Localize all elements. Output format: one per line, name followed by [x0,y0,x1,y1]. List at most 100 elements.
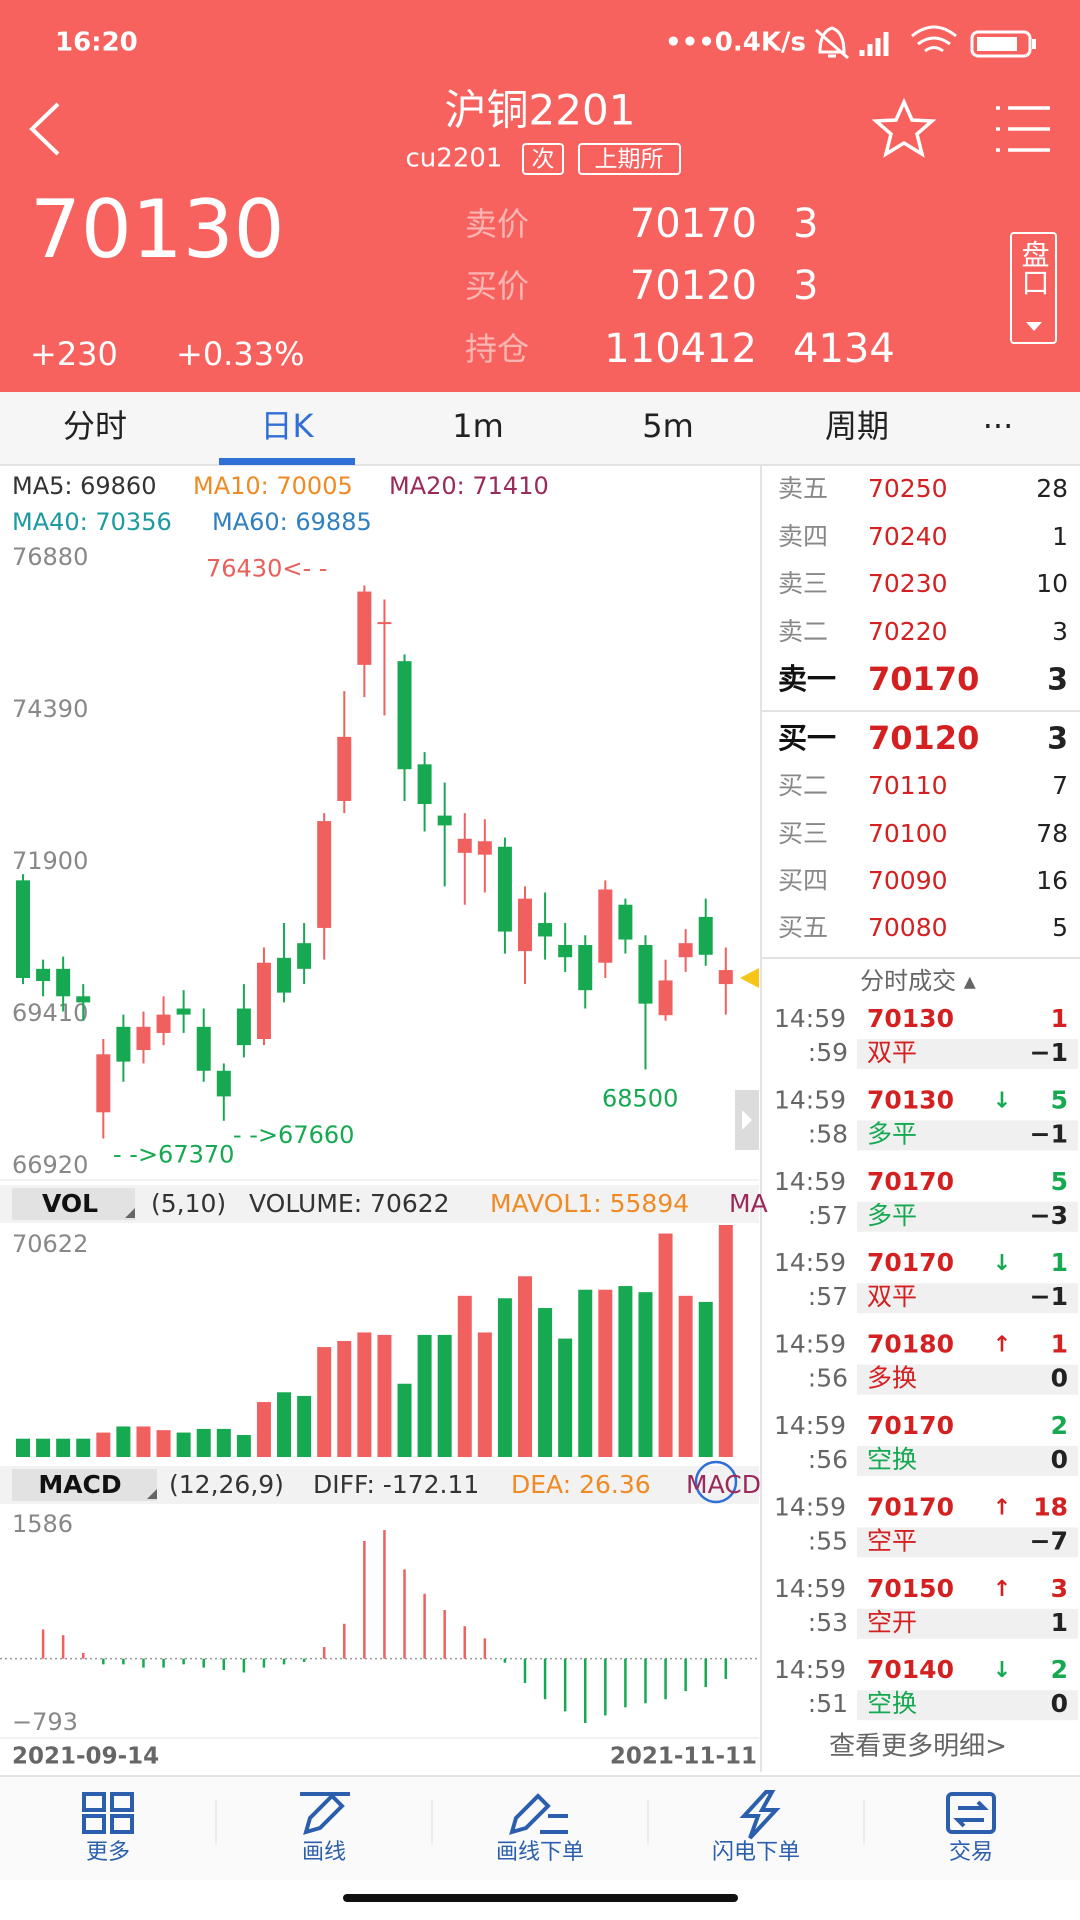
volume-bar [236,1435,251,1457]
trade-second: :55 [808,1526,848,1555]
trade-price: 70170 [867,1248,954,1277]
volume-bar [357,1332,372,1457]
quote-label: 卖价 [465,205,529,243]
candle-body [116,1026,131,1062]
indicator-switch[interactable] [694,1460,738,1504]
tab[interactable]: ··· [983,407,1014,445]
volume-bar [277,1392,292,1457]
volume-bar [477,1332,492,1457]
tag-box [522,143,564,175]
candle-body [698,916,713,955]
volume-bar [558,1338,573,1457]
trade-kind: 双平 [867,1282,917,1311]
volume-bar [136,1426,151,1457]
candle-body [558,945,573,958]
book-label: 买五 [778,913,828,942]
x-tick-label: 2021-09-14 [12,1744,159,1770]
instrument-code: cu2201 [406,144,503,174]
y-tick-label: 76880 [12,543,88,571]
trade-kind: 多平 [867,1119,917,1148]
network-speed: •••0.4K/s [665,28,806,58]
volume-bar [56,1438,71,1457]
book-qty: 1 [1052,522,1068,551]
more-link[interactable]: 查看更多明细> [829,1732,1007,1762]
quote-qty: 3 [793,201,818,247]
indicator-label: VOLUME: 70622 [249,1189,450,1218]
nav-label[interactable]: 画线 [302,1840,346,1865]
trade-qty: 2 [1051,1655,1068,1684]
trade-band [857,1446,1078,1476]
tab[interactable]: 日K [261,407,315,445]
volume-bar [578,1289,593,1457]
trade-band [857,1608,1078,1639]
indicator-label: DIFF: -172.11 [313,1470,479,1499]
book-qty: 7 [1052,771,1068,800]
nav-separators [215,1800,865,1845]
trade-second: :56 [808,1364,848,1393]
candle-body [196,1026,211,1071]
indicator-tab[interactable] [12,1188,135,1220]
battery-level [977,37,1017,51]
trade-arrow: ↓ [993,1658,1011,1683]
candle-body [497,846,512,932]
back-button[interactable] [29,102,60,156]
candle-body [156,1014,171,1033]
indicator-params: (12,26,9) [169,1470,284,1499]
trade-change: −3 [1030,1201,1068,1230]
nav-label[interactable]: 闪电下单 [712,1840,800,1865]
indicator-label: MA5: 69860 [12,472,156,500]
tab[interactable]: 1m [452,407,504,445]
quote-price: 110412 [604,326,757,372]
annotation: 76430<- - [206,554,327,582]
volume-bar [156,1430,171,1457]
y-tick-label: 74390 [12,695,88,723]
quote-qty: 3 [793,263,818,309]
volume-bar [678,1295,693,1457]
y-tick-label: 1586 [12,1510,73,1538]
book-qty: 16 [1036,866,1068,895]
book-price: 70090 [868,866,948,895]
trade-second: :57 [808,1282,848,1311]
candle-body [36,968,51,982]
trade-time: 14:59 [774,1411,846,1440]
y-tick-label: 69410 [12,999,88,1027]
indicator-label: MA40: 70356 [12,508,172,536]
tab[interactable]: 5m [642,407,694,445]
tab[interactable]: 周期 [825,407,889,445]
volume-bar [437,1334,452,1457]
nav-label[interactable]: 更多 [86,1840,130,1865]
instrument-tag: 上期所 [595,147,664,173]
tab-corner [147,1489,157,1499]
trade-second: :57 [808,1201,848,1230]
side-button[interactable] [1010,232,1057,344]
favorite-button[interactable] [871,97,937,158]
trade-qty: 3 [1051,1574,1068,1603]
nav-label[interactable]: 交易 [949,1840,993,1865]
nav-icons [82,1790,996,1840]
trades-title: 分时成交 ▴ [860,967,976,995]
trade-price: 70170 [867,1167,954,1196]
candle-body [236,1008,251,1046]
trade-band [857,1364,1078,1395]
book-label: 买四 [778,866,828,895]
icon-part [110,1814,134,1834]
trade-band [857,1283,1078,1314]
header-bg [0,0,1080,392]
nav-label[interactable]: 画线下单 [496,1840,584,1865]
indicator-tab[interactable] [12,1469,157,1501]
book-label: 卖二 [778,617,828,646]
book-price: 70230 [868,569,948,598]
indicator-label: MA [729,1189,768,1218]
tab-bar [0,392,1080,465]
menu-button[interactable] [996,106,1050,152]
quote-label: 买价 [465,267,529,305]
trade-change: 0 [1051,1689,1068,1718]
candle-body [337,736,352,801]
book-qty: 28 [1036,474,1068,503]
candle-body [538,923,553,937]
trade-second: :59 [808,1038,848,1067]
trade-change: 1 [1051,1608,1068,1637]
volume-bar [16,1438,30,1457]
candle-body [96,1054,111,1113]
tab[interactable]: 分时 [63,407,127,445]
